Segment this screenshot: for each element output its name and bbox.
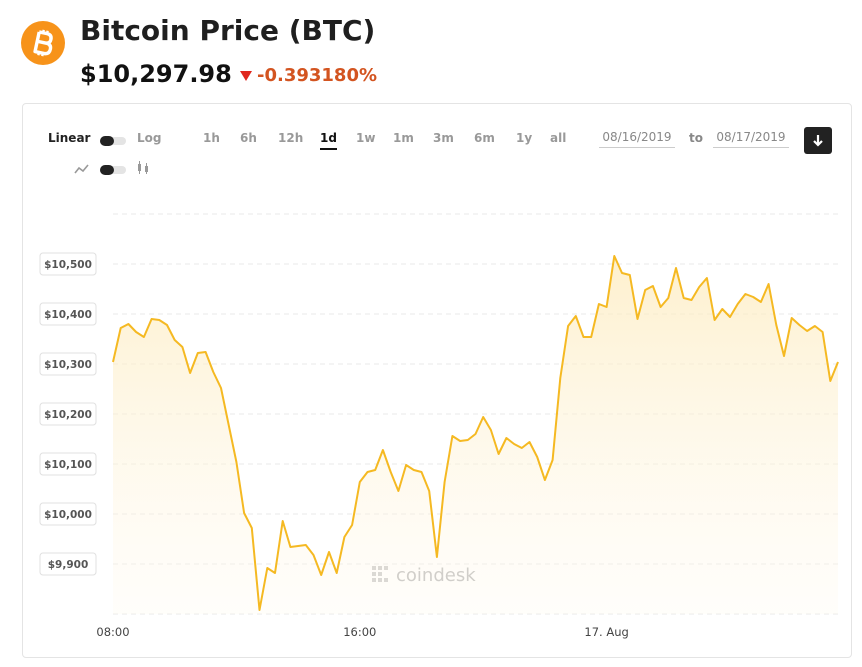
down-arrow — [240, 71, 252, 81]
y-tick-box — [39, 552, 97, 576]
date-separator: to — [689, 131, 703, 145]
range-button[interactable]: 1d — [320, 131, 337, 150]
y-tick-box — [39, 402, 97, 426]
candle-icon[interactable] — [136, 160, 152, 176]
price-change: -0.393180% — [257, 65, 378, 86]
range-button[interactable]: all — [550, 131, 567, 145]
x-tick-label: 16:00 — [343, 625, 376, 639]
x-tick-label: 08:00 — [96, 625, 129, 639]
y-tick-box — [39, 252, 97, 276]
range-button[interactable]: 12h — [278, 131, 304, 145]
price-line — [112, 255, 839, 611]
download-button[interactable] — [804, 127, 832, 154]
y-tick-label: $10,200 — [44, 409, 92, 421]
range-button[interactable]: 1h — [203, 131, 220, 145]
scale-linear[interactable]: Linear — [48, 131, 91, 145]
range-button[interactable]: 3m — [433, 131, 454, 145]
y-tick-label: $10,400 — [44, 309, 92, 321]
btc-icon — [21, 21, 65, 65]
y-tick-label: $10,000 — [44, 509, 92, 521]
chart-panel — [22, 103, 852, 658]
y-tick-label: $10,300 — [44, 359, 92, 371]
y-tick-label: $9,900 — [48, 559, 89, 571]
range-button[interactable]: 6m — [474, 131, 495, 145]
y-tick-label: $10,100 — [44, 459, 92, 471]
scale-toggle[interactable] — [100, 136, 126, 146]
y-tick-box — [39, 452, 97, 476]
scale-log[interactable]: Log — [137, 131, 162, 145]
chart-type-toggle[interactable] — [100, 165, 126, 175]
range-button[interactable]: 6h — [240, 131, 257, 145]
title: Bitcoin Price (BTC) — [80, 14, 376, 47]
date-to[interactable]: 08/17/2019 — [713, 130, 789, 148]
y-tick-box — [39, 352, 97, 376]
range-button[interactable]: 1y — [516, 131, 533, 145]
y-tick-label: $10,500 — [44, 259, 92, 271]
price: $10,297.98 — [80, 60, 232, 88]
line-icon[interactable] — [74, 162, 90, 176]
date-from[interactable]: 08/16/2019 — [599, 130, 675, 148]
y-tick-box — [39, 502, 97, 526]
range-button[interactable]: 1w — [356, 131, 376, 145]
x-tick-label: 17. Aug — [584, 625, 628, 639]
range-button[interactable]: 1m — [393, 131, 414, 145]
y-tick-box — [39, 302, 97, 326]
